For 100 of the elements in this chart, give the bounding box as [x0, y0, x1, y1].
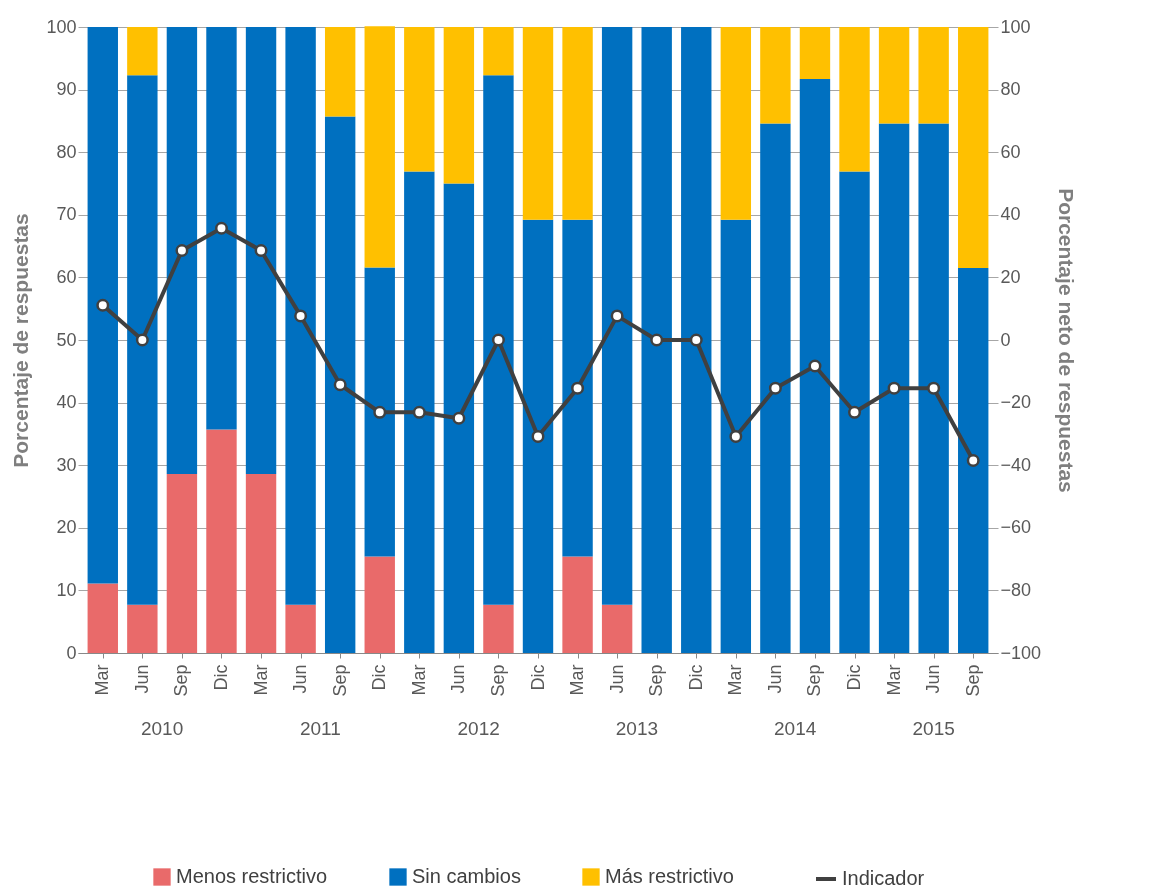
- bar: [720, 219, 752, 653]
- bar: [443, 183, 475, 653]
- bar: [364, 556, 395, 653]
- bar: [878, 123, 910, 653]
- y-tick-label: 10: [56, 579, 77, 600]
- bar: [918, 123, 949, 653]
- point: [531, 429, 545, 443]
- bar: [127, 604, 158, 653]
- x-tick-label: Jun: [923, 664, 944, 694]
- bar: [839, 27, 870, 172]
- bar: [760, 123, 791, 653]
- bar: [522, 219, 554, 653]
- y2-tick-label: 40: [1000, 204, 1021, 225]
- x-tick-label: Dic: [369, 664, 390, 691]
- x-tick-label: Jun: [448, 664, 469, 694]
- bar: [87, 583, 118, 653]
- y2-tick-label: −80: [1000, 579, 1032, 600]
- y2-tick-label: −40: [1000, 454, 1032, 475]
- point: [650, 333, 664, 347]
- x-tick-label: Sep: [962, 664, 983, 697]
- x-tick-label: Jun: [764, 664, 785, 694]
- point: [96, 298, 110, 312]
- bar: [404, 171, 435, 653]
- bar: [206, 27, 237, 430]
- bar: [878, 27, 910, 124]
- bar: [958, 268, 989, 653]
- y-tick-label: 100: [46, 16, 77, 37]
- bar: [127, 75, 158, 605]
- bar: [839, 171, 870, 653]
- y2-tick-label: 0: [1000, 329, 1011, 350]
- x-tick-label: Mar: [250, 664, 271, 696]
- bar: [245, 473, 277, 653]
- y2-tick-label: −100: [1000, 642, 1042, 663]
- x-tick-label: Dic: [844, 664, 865, 691]
- y-tick-label: 30: [56, 454, 77, 475]
- text: 2015: [912, 718, 955, 739]
- x-tick-label: Jun: [606, 664, 627, 694]
- bar: [720, 27, 752, 220]
- x-tick-label: Jun: [131, 664, 152, 694]
- y-tick-label: 80: [56, 141, 77, 162]
- y2-tick-label: 60: [1000, 141, 1021, 162]
- y-tick-label: 60: [56, 266, 77, 287]
- bar: [958, 27, 989, 269]
- legend-label: Más restrictivo: [605, 865, 734, 887]
- point: [412, 405, 426, 419]
- bar: [681, 27, 712, 653]
- bar: [324, 27, 356, 117]
- bar: [166, 27, 198, 474]
- text: 2010: [140, 718, 184, 739]
- y-tick-label: 70: [56, 204, 77, 225]
- y-tick-label: 90: [56, 79, 77, 100]
- point: [294, 309, 308, 323]
- y2-tick-label: −20: [1000, 392, 1032, 413]
- bar: [127, 27, 158, 76]
- text: 2011: [299, 718, 341, 739]
- bar: [443, 27, 475, 184]
- point: [175, 244, 189, 257]
- point: [966, 454, 980, 467]
- bar: [601, 27, 633, 605]
- x-tick-label: Mar: [883, 664, 904, 696]
- bar: [760, 27, 791, 124]
- x-tick-label: Sep: [487, 664, 508, 697]
- point: [927, 381, 941, 395]
- bar: [404, 27, 435, 172]
- bar: [799, 27, 831, 79]
- bar: [918, 27, 949, 124]
- bar: [285, 27, 316, 605]
- point: [768, 381, 782, 395]
- bar: [601, 604, 633, 653]
- y-tick-label: 20: [56, 517, 77, 538]
- legend-label: Menos restrictivo: [176, 865, 328, 887]
- y2-tick-label: −60: [1000, 517, 1032, 538]
- bar: [364, 26, 395, 268]
- bar: [87, 27, 118, 584]
- x-tick-label: Mar: [408, 664, 429, 696]
- bar: [483, 75, 514, 605]
- point: [254, 244, 268, 257]
- bar: [522, 27, 554, 220]
- x-tick-label: Sep: [804, 664, 825, 697]
- x-tick-label: Sep: [171, 664, 192, 697]
- bar: [799, 78, 831, 653]
- x-tick-label: Mar: [92, 664, 113, 696]
- x-tick-label: Dic: [527, 664, 548, 691]
- legend-label: Indicador: [842, 867, 925, 889]
- y2-axis-title: Porcentaje neto de respuestas: [1055, 188, 1079, 493]
- bar: [562, 219, 593, 557]
- point: [887, 381, 901, 395]
- bar: [562, 556, 593, 653]
- x-tick-label: Dic: [685, 664, 706, 691]
- point: [214, 221, 228, 235]
- text: 2013: [615, 718, 659, 739]
- y-tick-label: 50: [56, 329, 77, 350]
- x-tick-label: Sep: [329, 664, 350, 697]
- bar: [641, 27, 672, 653]
- point: [333, 378, 347, 392]
- point: [689, 333, 703, 347]
- point: [610, 309, 624, 323]
- bar: [245, 27, 277, 474]
- point: [848, 405, 862, 419]
- y-tick-label: 0: [66, 642, 77, 663]
